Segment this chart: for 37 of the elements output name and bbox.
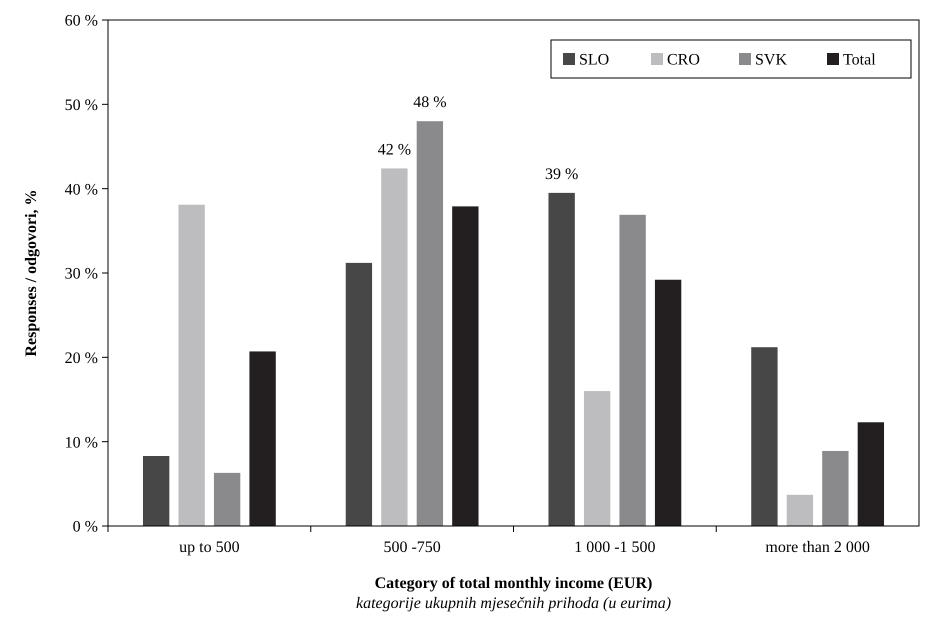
bar — [142, 456, 170, 526]
bar — [822, 450, 849, 526]
legend-label: SLO — [579, 52, 610, 69]
bar — [751, 347, 778, 526]
y-axis-title: Responses / odgovori, % — [23, 189, 40, 357]
x-axis-title: Category of total monthly income (EUR) — [374, 575, 652, 592]
x-tick-label: 500 -750 — [383, 539, 441, 556]
y-tick-label: 40 % — [64, 181, 98, 198]
bar — [416, 121, 444, 526]
legend-label: Total — [843, 52, 876, 69]
y-tick-label: 0 % — [72, 518, 98, 536]
bar — [858, 422, 884, 526]
y-tick-label: 50 % — [64, 96, 98, 114]
bar — [381, 168, 408, 526]
bar — [619, 214, 646, 526]
legend-label: CRO — [667, 52, 700, 69]
bar — [249, 351, 276, 526]
x-tick-label: more than 2 000 — [765, 539, 870, 556]
data-label: 48 % — [413, 94, 447, 112]
text: kategorije ukupnih mjesečnih prihoda (u eurima) — [356, 595, 672, 612]
y-tick-label: 30 % — [64, 266, 98, 283]
x-tick-label: 1 000 -1 500 — [574, 539, 656, 556]
bar — [548, 192, 575, 526]
bar — [178, 204, 205, 526]
y-tick-label: 10 % — [64, 434, 98, 452]
bar — [786, 494, 814, 526]
bar — [214, 472, 240, 526]
bar — [346, 262, 372, 526]
legend-label: SVK — [755, 52, 788, 69]
y-tick-label: 60 % — [64, 12, 98, 30]
bar — [654, 280, 682, 526]
data-label: 42 % — [378, 141, 412, 158]
bar — [584, 391, 610, 526]
y-tick-label: 20 % — [64, 350, 98, 367]
x-tick-label: up to 500 — [179, 539, 240, 556]
bar — [452, 206, 479, 526]
data-label: 39 % — [544, 166, 578, 183]
